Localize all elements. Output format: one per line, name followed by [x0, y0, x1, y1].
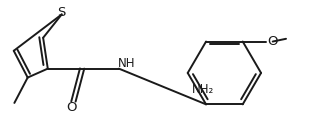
Text: S: S [57, 6, 66, 19]
Text: NH₂: NH₂ [192, 83, 214, 96]
Text: O: O [267, 35, 278, 48]
Text: O: O [67, 101, 77, 114]
Text: NH: NH [118, 57, 135, 70]
